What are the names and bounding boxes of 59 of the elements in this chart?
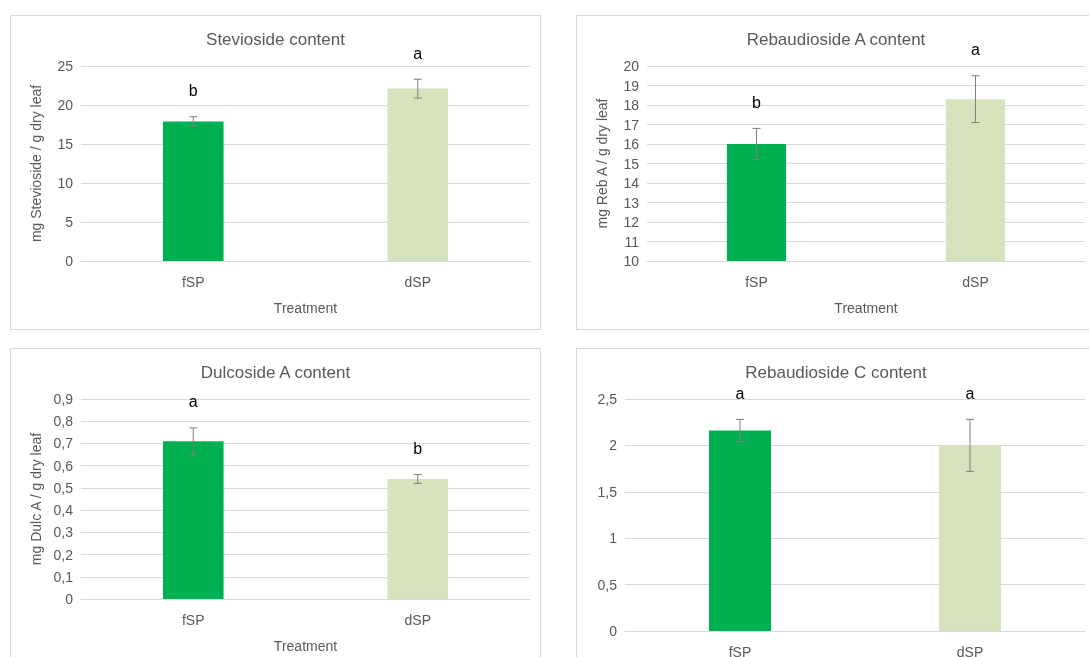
y-tick-label: 0,7 bbox=[53, 435, 74, 452]
y-tick-label: 0 bbox=[65, 253, 74, 269]
y-tick-label: 1,5 bbox=[597, 483, 618, 500]
annotation: a bbox=[413, 44, 423, 62]
y-tick-label: 0,2 bbox=[53, 546, 74, 563]
chart-title: Rebaudioside A content bbox=[746, 30, 926, 49]
y-tick-label: 14 bbox=[623, 175, 640, 191]
y-tick-label: 0,3 bbox=[53, 524, 74, 541]
y-tick-label: 17 bbox=[623, 116, 640, 133]
y-tick-label: 15 bbox=[57, 136, 74, 152]
annotation: a bbox=[971, 41, 981, 59]
x-axis-title: Treatment bbox=[273, 638, 338, 654]
y-tick-label: 0 bbox=[65, 591, 74, 607]
y-tick-label: 5 bbox=[65, 214, 74, 230]
y-tick-label: 0,6 bbox=[53, 457, 74, 474]
x-tick-label: fSP bbox=[745, 274, 768, 290]
x-tick-label: dSP bbox=[962, 274, 989, 290]
y-tick-label: 0,5 bbox=[597, 576, 618, 593]
x-tick-label: dSP bbox=[404, 612, 431, 628]
y-axis-title: mg Dulc A / g dry leaf bbox=[27, 432, 44, 566]
x-axis-title: Treatment bbox=[834, 300, 898, 316]
y-axis-title: mg Reb A / g dry leaf bbox=[594, 98, 610, 229]
y-tick-label: 0,8 bbox=[53, 413, 74, 430]
annotation: a bbox=[188, 393, 198, 411]
y-tick-label: 11 bbox=[624, 233, 640, 250]
annotation: a bbox=[735, 384, 745, 402]
y-axis-title: mg Stevioside / g dry leaf bbox=[28, 84, 44, 243]
y-tick-label: 13 bbox=[623, 194, 640, 211]
annotation: b bbox=[188, 82, 198, 100]
y-tick-label: 20 bbox=[57, 97, 74, 113]
x-tick-label: dSP bbox=[404, 274, 431, 290]
x-tick-label: dSP bbox=[956, 644, 984, 657]
y-tick-label: 0,4 bbox=[53, 502, 74, 519]
y-tick-label: 16 bbox=[623, 136, 640, 152]
y-tick-label: 2,5 bbox=[597, 391, 618, 407]
annotation: a bbox=[965, 384, 975, 402]
y-tick-label: 0,9 bbox=[53, 391, 74, 407]
x-axis-title: Treatment bbox=[273, 300, 338, 316]
x-tick-label: fSP bbox=[728, 644, 752, 657]
y-tick-label: 10 bbox=[623, 253, 640, 269]
y-tick-label: 2 bbox=[609, 437, 618, 454]
y-tick-label: 18 bbox=[623, 97, 640, 113]
y-tick-label: 19 bbox=[623, 77, 640, 94]
x-tick-label: fSP bbox=[181, 612, 205, 628]
y-tick-label: 15 bbox=[623, 155, 640, 172]
y-tick-label: 20 bbox=[623, 58, 640, 74]
y-tick-label: 0,1 bbox=[53, 568, 74, 585]
chart-title: Dulcoside A content bbox=[200, 363, 351, 382]
y-tick-label: 1 bbox=[609, 530, 618, 547]
annotation: b bbox=[752, 93, 762, 111]
chart-title: Stevioside content bbox=[206, 30, 346, 49]
x-tick-label: fSP bbox=[181, 274, 205, 290]
y-tick-label: 12 bbox=[623, 214, 640, 230]
annotation: b bbox=[413, 440, 423, 458]
y-tick-label: 25 bbox=[57, 58, 74, 74]
y-tick-label: 0 bbox=[609, 623, 618, 639]
y-tick-label: 10 bbox=[57, 175, 74, 191]
y-tick-label: 0,5 bbox=[53, 479, 74, 496]
chart-title: Rebaudioside C content bbox=[745, 363, 927, 382]
